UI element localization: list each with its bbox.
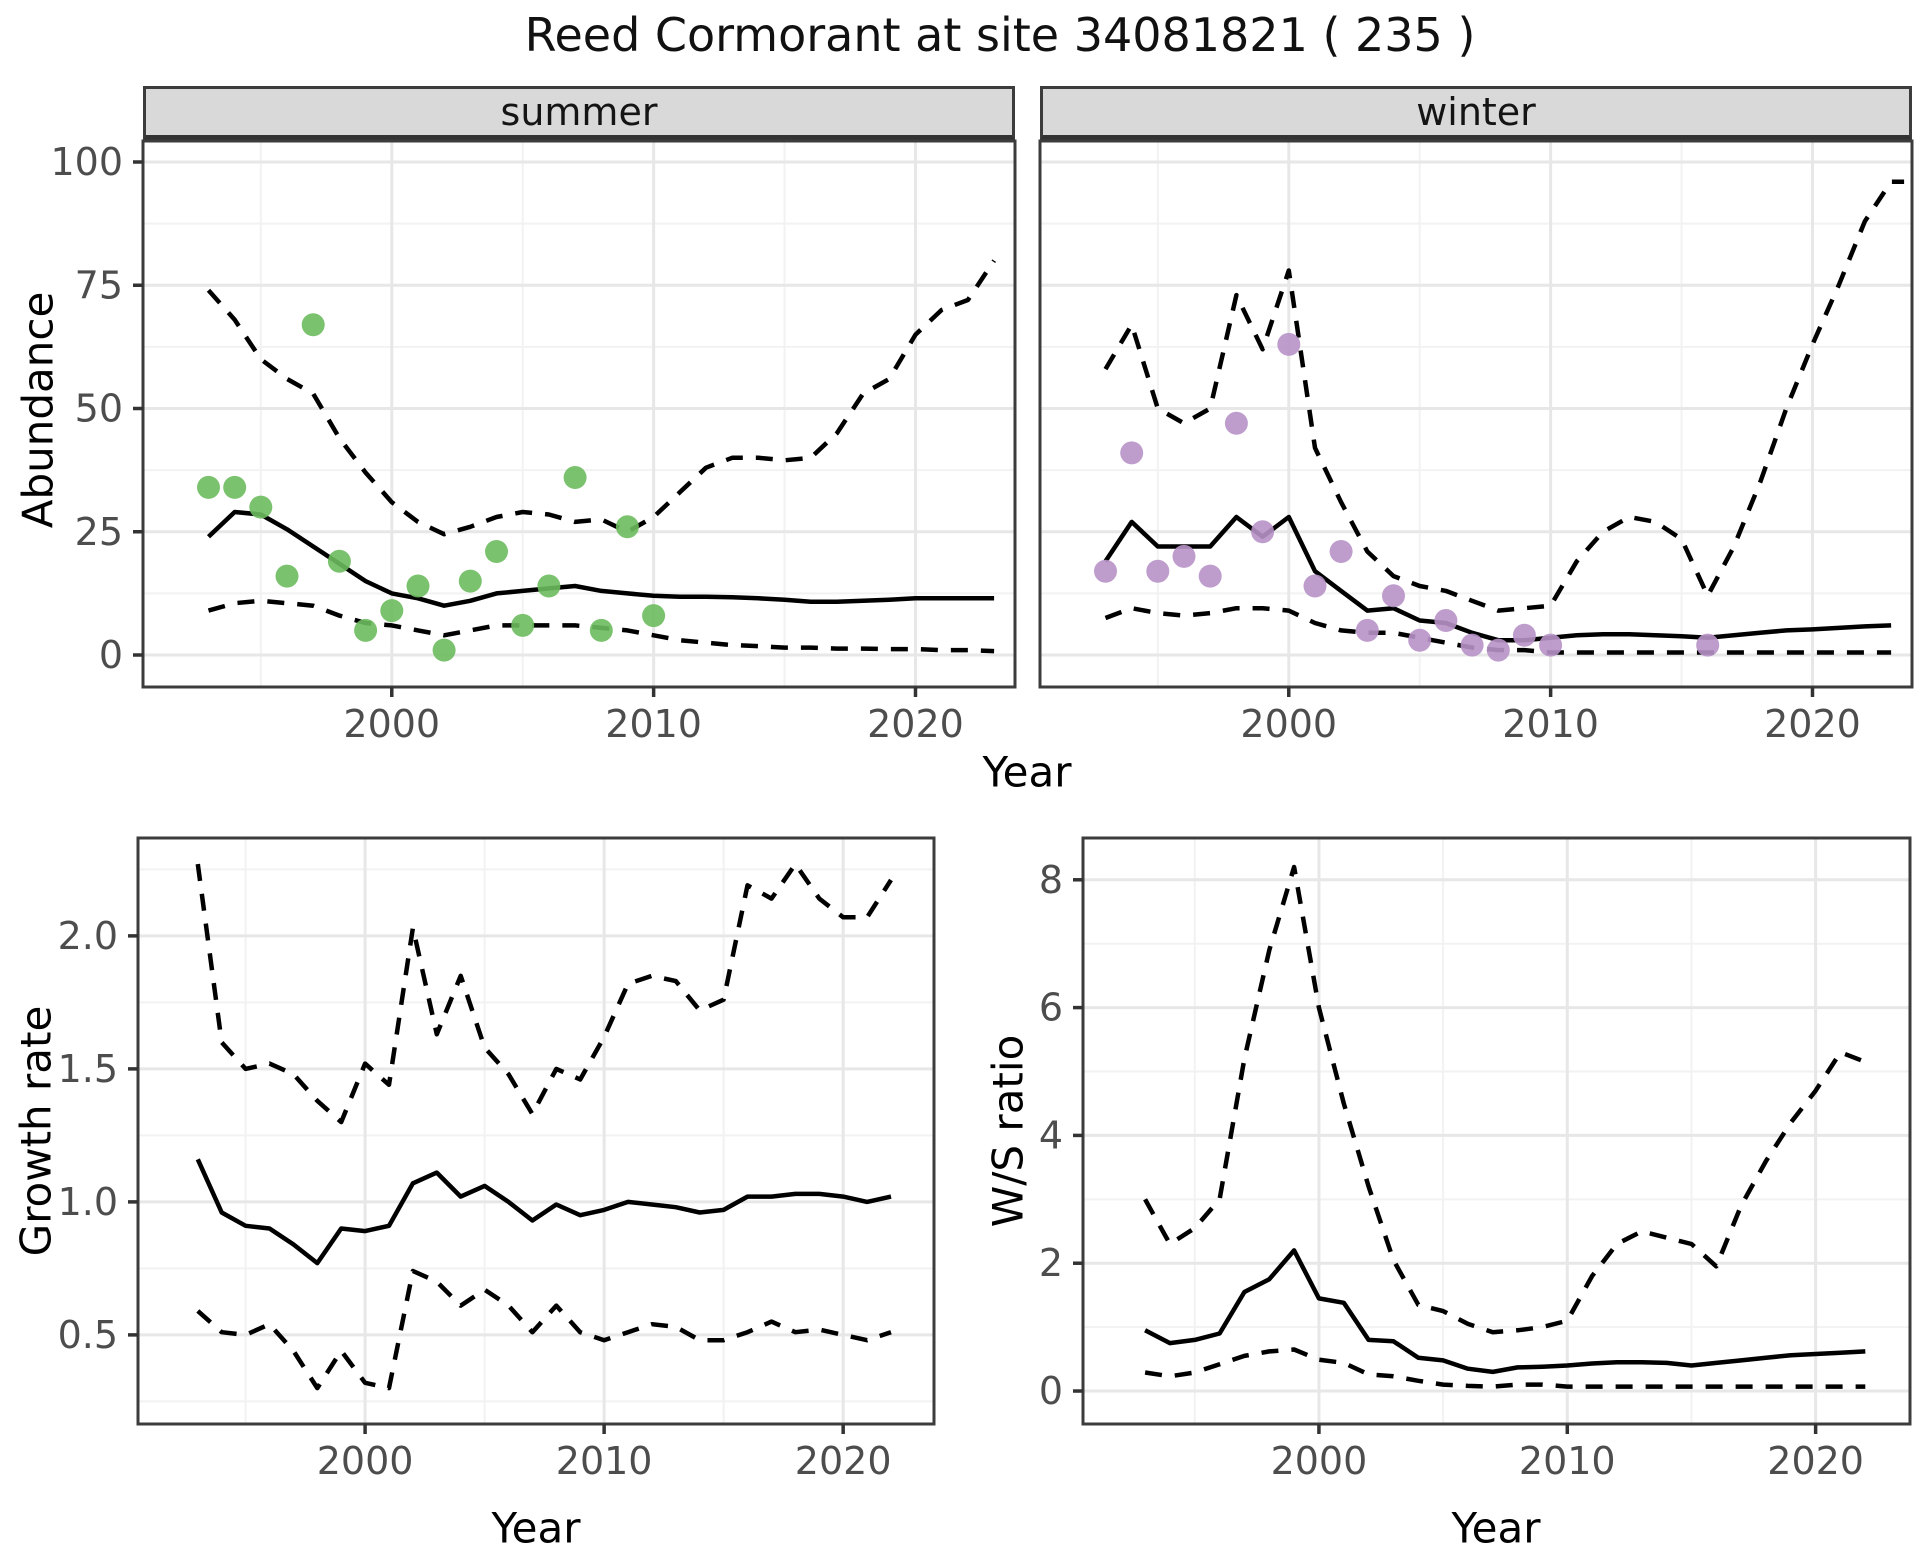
observation-point <box>432 638 456 662</box>
y-tick-label: 0 <box>99 633 123 677</box>
observation-point <box>301 313 325 337</box>
observation-point <box>537 574 561 598</box>
y-tick-label: 100 <box>50 140 123 184</box>
y-tick-label: 1.5 <box>58 1047 118 1091</box>
panel-border <box>1038 139 1914 689</box>
observation-point <box>1512 623 1536 647</box>
observation-point <box>458 569 482 593</box>
y-tick-label: 4 <box>1039 1113 1063 1157</box>
y-axis-label-ws-ratio: W/S ratio <box>983 1034 1033 1228</box>
y-tick-label: 50 <box>75 387 123 431</box>
observation-point <box>1224 411 1248 435</box>
observation-point <box>1094 559 1117 583</box>
page-title: Reed Cormorant at site 34081821 ( 235 ) <box>524 8 1476 62</box>
summer-abundance-chart: 2000 2010 2020 0 25 50 75 100 <box>50 139 1017 746</box>
observation-point <box>1172 544 1196 568</box>
x-tick-label: 2000 <box>1240 702 1337 746</box>
x-tick-label: 2020 <box>867 702 964 746</box>
lower-ci-line <box>1144 1347 1866 1389</box>
x-tick-label: 2010 <box>605 702 702 746</box>
x-tick-label: 2010 <box>1502 702 1599 746</box>
y-tick-label: 6 <box>1039 986 1063 1030</box>
observation-point <box>223 475 247 499</box>
fit-line <box>195 1158 892 1266</box>
x-tick-label: 2000 <box>343 702 440 746</box>
observation-point <box>1460 633 1484 657</box>
x-axis-label-year-ws: Year <box>1451 1503 1541 1553</box>
upper-ci-line <box>195 861 893 1125</box>
y-tick-label: 1.0 <box>58 1180 118 1224</box>
y-tick-label: 8 <box>1039 858 1063 902</box>
observation-point <box>406 574 430 598</box>
y-tick-label: 0 <box>1039 1369 1063 1413</box>
observation-point <box>1303 574 1327 598</box>
x-tick-label: 2020 <box>1764 702 1861 746</box>
observation-point <box>354 618 378 642</box>
x-tick-label: 2020 <box>795 1439 892 1483</box>
growth-rate-chart: 2000 2010 2020 0.5 1.0 1.5 2.0 <box>58 836 936 1483</box>
observation-point <box>327 549 351 573</box>
y-tick-label: 25 <box>75 510 123 554</box>
observation-point <box>380 599 404 623</box>
observation-point <box>1251 520 1275 544</box>
x-tick-label: 2010 <box>556 1439 653 1483</box>
lower-ci-line <box>196 1268 892 1391</box>
observation-point <box>1539 633 1563 657</box>
observation-point <box>249 495 273 519</box>
panel-background <box>143 141 1015 687</box>
x-tick-label: 2000 <box>1271 1439 1368 1483</box>
facet-strip-summer: summer <box>143 86 1015 141</box>
y-tick-label: 0.5 <box>58 1313 118 1357</box>
observation-point <box>1434 609 1458 632</box>
observation-point <box>1486 638 1510 662</box>
observation-point <box>1408 628 1432 652</box>
observation-point <box>511 613 535 637</box>
observation-point <box>589 618 613 642</box>
observation-point <box>485 540 508 563</box>
observation-point <box>1277 332 1301 356</box>
observation-point <box>642 604 666 628</box>
y-tick-label: 2.0 <box>58 914 118 958</box>
x-tick-label: 2020 <box>1767 1439 1864 1483</box>
fit-line <box>1144 1248 1866 1375</box>
upper-ci-line <box>1143 864 1867 1335</box>
x-axis-label-year-top: Year <box>982 747 1072 797</box>
observation-point <box>1146 559 1170 583</box>
observation-point <box>197 475 220 499</box>
panel-background <box>1040 141 1912 687</box>
observation-point <box>615 515 639 539</box>
y-axis-label-abundance: Abundance <box>13 291 63 529</box>
observation-point <box>1355 618 1379 642</box>
x-tick-label: 2000 <box>317 1439 414 1483</box>
x-axis-label-year-growth: Year <box>491 1503 581 1553</box>
ws-ratio-chart: 2000 2010 2020 0 2 4 6 8 <box>1039 836 1912 1483</box>
upper-ci-line <box>1103 179 1905 613</box>
observation-point <box>1696 633 1720 657</box>
observation-point <box>1120 441 1144 465</box>
observation-point <box>1382 584 1405 608</box>
panel-border <box>1081 836 1912 1426</box>
y-tick-label: 75 <box>75 263 123 307</box>
observation-point <box>275 564 299 588</box>
panel-border <box>136 836 936 1426</box>
observation-point <box>1198 564 1222 588</box>
y-tick-label: 2 <box>1039 1241 1063 1285</box>
observation-point <box>563 466 587 489</box>
facet-strip-winter: winter <box>1040 86 1912 141</box>
facet-strip-winter-label: winter <box>1416 90 1536 134</box>
facet-strip-summer-label: summer <box>500 90 658 134</box>
y-axis-label-growth-rate: Growth rate <box>11 1005 61 1257</box>
x-tick-label: 2010 <box>1519 1439 1616 1483</box>
observation-point <box>1329 540 1353 563</box>
panel-border <box>141 139 1017 689</box>
winter-abundance-chart: 2000 2010 2020 <box>1038 139 1914 746</box>
